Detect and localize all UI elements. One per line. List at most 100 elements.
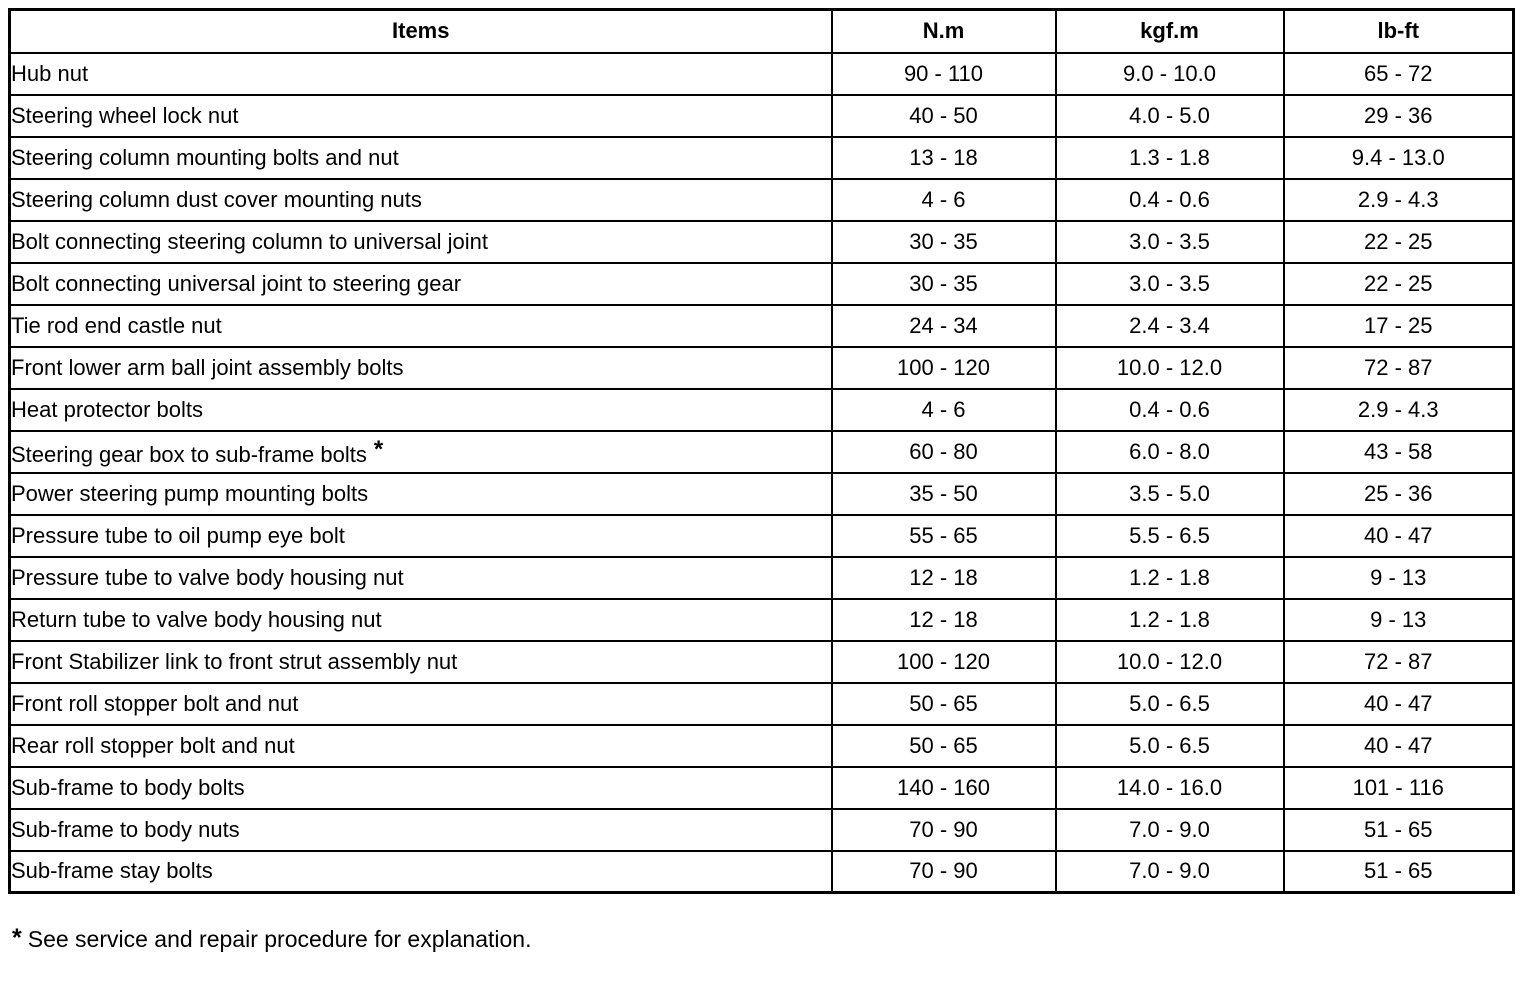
value-cell: 25 - 36 bbox=[1282, 471, 1515, 516]
value-cell: 22 - 25 bbox=[1282, 219, 1515, 264]
value-cell: 5.5 - 6.5 bbox=[1054, 513, 1285, 558]
page: Items N.m kgf.m lb-ft Hub nut 90 - 110 9.0… bbox=[8, 8, 1515, 953]
item-name-cell: Bolt connecting steering column to unive… bbox=[8, 219, 833, 264]
item-label: Front roll stopper bolt and nut bbox=[11, 690, 299, 716]
table-row: Front lower arm ball joint assembly bolt… bbox=[8, 345, 1515, 390]
value-cell: 7.0 - 9.0 bbox=[1054, 807, 1285, 852]
torque-spec-table: Items N.m kgf.m lb-ft Hub nut 90 - 110 9.0… bbox=[8, 8, 1515, 894]
value-cell: 17 - 25 bbox=[1282, 303, 1515, 348]
value-cell: 30 - 35 bbox=[830, 261, 1057, 306]
table-row: Steering column dust cover mounting nuts… bbox=[8, 177, 1515, 222]
table-row: Sub-frame stay bolts 70 - 90 7.0 - 9.0 51 -… bbox=[8, 849, 1515, 894]
value-cell: 40 - 47 bbox=[1282, 681, 1515, 726]
item-label: Return tube to valve body housing nut bbox=[11, 606, 382, 632]
item-label: Sub-frame to body bolts bbox=[11, 774, 245, 800]
value-cell: 5.0 - 6.5 bbox=[1054, 723, 1285, 768]
value-cell: 12 - 18 bbox=[830, 555, 1057, 600]
item-name-cell: Steering column dust cover mounting nuts bbox=[8, 177, 833, 222]
asterisk-icon: * bbox=[12, 924, 22, 952]
item-label: Front Stabilizer link to front strut ass… bbox=[11, 648, 458, 674]
footnote: * See service and repair procedure for ex… bbox=[8, 894, 1512, 953]
value-cell: 9.0 - 10.0 bbox=[1054, 51, 1285, 96]
value-cell: 2.9 - 4.3 bbox=[1282, 177, 1515, 222]
item-label: Heat protector bolts bbox=[11, 396, 203, 422]
value-cell: 9 - 13 bbox=[1282, 555, 1515, 600]
table-row: Bolt connecting steering column to unive… bbox=[8, 219, 1515, 264]
value-cell: 70 - 90 bbox=[830, 807, 1057, 852]
value-cell: 30 - 35 bbox=[830, 219, 1057, 264]
item-name-cell: Return tube to valve body housing nut bbox=[8, 597, 833, 642]
value-cell: 35 - 50 bbox=[830, 471, 1057, 516]
value-cell: 3.5 - 5.0 bbox=[1054, 471, 1285, 516]
value-cell: 50 - 65 bbox=[830, 681, 1057, 726]
value-cell: 2.9 - 4.3 bbox=[1282, 387, 1515, 432]
value-cell: 72 - 87 bbox=[1282, 639, 1515, 684]
item-label: Bolt connecting steering column to unive… bbox=[11, 228, 488, 254]
header-row: Items N.m kgf.m lb-ft bbox=[8, 8, 1515, 54]
value-cell: 4 - 6 bbox=[830, 177, 1057, 222]
value-cell: 1.2 - 1.8 bbox=[1054, 597, 1285, 642]
value-cell: 7.0 - 9.0 bbox=[1054, 849, 1285, 894]
value-cell: 43 - 58 bbox=[1282, 429, 1515, 474]
table-row: Pressure tube to valve body housing nut 1… bbox=[8, 555, 1515, 600]
column-header-kgfm: kgf.m bbox=[1054, 8, 1285, 54]
table-row: Power steering pump mounting bolts 35 - 5… bbox=[8, 471, 1515, 516]
item-name-cell: Rear roll stopper bolt and nut bbox=[8, 723, 833, 768]
item-name-cell: Pressure tube to oil pump eye bolt bbox=[8, 513, 833, 558]
value-cell: 5.0 - 6.5 bbox=[1054, 681, 1285, 726]
item-name-cell: Front roll stopper bolt and nut bbox=[8, 681, 833, 726]
value-cell: 51 - 65 bbox=[1282, 849, 1515, 894]
value-cell: 51 - 65 bbox=[1282, 807, 1515, 852]
value-cell: 65 - 72 bbox=[1282, 51, 1515, 96]
item-label: Pressure tube to oil pump eye bolt bbox=[11, 522, 345, 548]
item-name-cell: Bolt connecting universal joint to steer… bbox=[8, 261, 833, 306]
value-cell: 55 - 65 bbox=[830, 513, 1057, 558]
value-cell: 13 - 18 bbox=[830, 135, 1057, 180]
value-cell: 3.0 - 3.5 bbox=[1054, 219, 1285, 264]
item-label: Tie rod end castle nut bbox=[11, 312, 222, 338]
value-cell: 40 - 47 bbox=[1282, 513, 1515, 558]
table-row: Steering column mounting bolts and nut 13… bbox=[8, 135, 1515, 180]
value-cell: 6.0 - 8.0 bbox=[1054, 429, 1285, 474]
item-name-cell: Heat protector bolts bbox=[8, 387, 833, 432]
value-cell: 40 - 50 bbox=[830, 93, 1057, 138]
value-cell: 10.0 - 12.0 bbox=[1054, 639, 1285, 684]
value-cell: 1.2 - 1.8 bbox=[1054, 555, 1285, 600]
column-header-nm: N.m bbox=[830, 8, 1057, 54]
value-cell: 12 - 18 bbox=[830, 597, 1057, 642]
value-cell: 0.4 - 0.6 bbox=[1054, 387, 1285, 432]
table-row: Pressure tube to oil pump eye bolt 55 - 6… bbox=[8, 513, 1515, 558]
item-label: Hub nut bbox=[11, 60, 89, 86]
value-cell: 100 - 120 bbox=[830, 345, 1057, 390]
item-name-cell: Tie rod end castle nut bbox=[8, 303, 833, 348]
table-row: Bolt connecting universal joint to steer… bbox=[8, 261, 1515, 306]
value-cell: 100 - 120 bbox=[830, 639, 1057, 684]
value-cell: 9 - 13 bbox=[1282, 597, 1515, 642]
footnote-text: See service and repair procedure for exp… bbox=[27, 926, 532, 952]
table-body: Hub nut 90 - 110 9.0 - 10.0 65 - 72 Steering… bbox=[8, 51, 1515, 894]
value-cell: 50 - 65 bbox=[830, 723, 1057, 768]
value-cell: 14.0 - 16.0 bbox=[1054, 765, 1285, 810]
table-row: Sub-frame to body nuts 70 - 90 7.0 - 9.0 51… bbox=[8, 807, 1515, 852]
value-cell: 4 - 6 bbox=[830, 387, 1057, 432]
value-cell: 10.0 - 12.0 bbox=[1054, 345, 1285, 390]
table-row: Heat protector bolts 4 - 6 0.4 - 0.6 2.9 - … bbox=[8, 387, 1515, 432]
value-cell: 1.3 - 1.8 bbox=[1054, 135, 1285, 180]
value-cell: 60 - 80 bbox=[830, 429, 1057, 474]
item-name-cell: Sub-frame to body nuts bbox=[8, 807, 833, 852]
item-label: Steering column dust cover mounting nuts bbox=[11, 186, 422, 212]
item-label: Steering wheel lock nut bbox=[11, 102, 239, 128]
value-cell: 40 - 47 bbox=[1282, 723, 1515, 768]
table-row: Return tube to valve body housing nut 12 … bbox=[8, 597, 1515, 642]
item-name-cell: Hub nut bbox=[8, 51, 833, 96]
value-cell: 9.4 - 13.0 bbox=[1282, 135, 1515, 180]
value-cell: 2.4 - 3.4 bbox=[1054, 303, 1285, 348]
item-label: Power steering pump mounting bolts bbox=[11, 480, 369, 506]
item-name-cell: Power steering pump mounting bolts bbox=[8, 471, 833, 516]
item-label: Front lower arm ball joint assembly bolt… bbox=[11, 354, 404, 380]
item-name-cell: Sub-frame stay bolts bbox=[8, 849, 833, 894]
value-cell: 0.4 - 0.6 bbox=[1054, 177, 1285, 222]
item-label: Steering gear box to sub-frame bolts bbox=[11, 441, 367, 467]
table-row: Front Stabilizer link to front strut ass… bbox=[8, 639, 1515, 684]
table-row: Rear roll stopper bolt and nut 50 - 65 5.0… bbox=[8, 723, 1515, 768]
